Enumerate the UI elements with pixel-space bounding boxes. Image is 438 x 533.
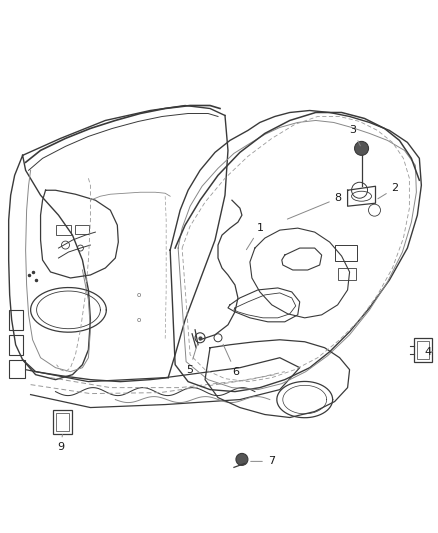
Text: 7: 7 — [251, 456, 275, 466]
Text: o: o — [136, 317, 141, 323]
Bar — [56, 413, 70, 432]
Text: 5: 5 — [186, 344, 197, 375]
Text: 3: 3 — [350, 125, 360, 146]
Text: 9: 9 — [57, 434, 64, 453]
Bar — [338, 268, 356, 280]
Text: 2: 2 — [378, 183, 399, 199]
Bar — [414, 338, 432, 362]
Bar — [9, 335, 23, 355]
Text: 1: 1 — [247, 223, 263, 249]
Bar — [9, 360, 25, 378]
Bar — [417, 341, 429, 359]
Bar — [56, 225, 71, 235]
Text: 8: 8 — [287, 193, 342, 219]
Text: 6: 6 — [223, 344, 239, 377]
Circle shape — [355, 141, 368, 155]
Bar — [335, 245, 357, 261]
Bar — [75, 225, 89, 234]
Bar — [53, 409, 72, 434]
Circle shape — [236, 454, 248, 465]
Text: o: o — [136, 292, 141, 298]
Bar — [9, 310, 23, 330]
Text: 4: 4 — [424, 347, 432, 357]
